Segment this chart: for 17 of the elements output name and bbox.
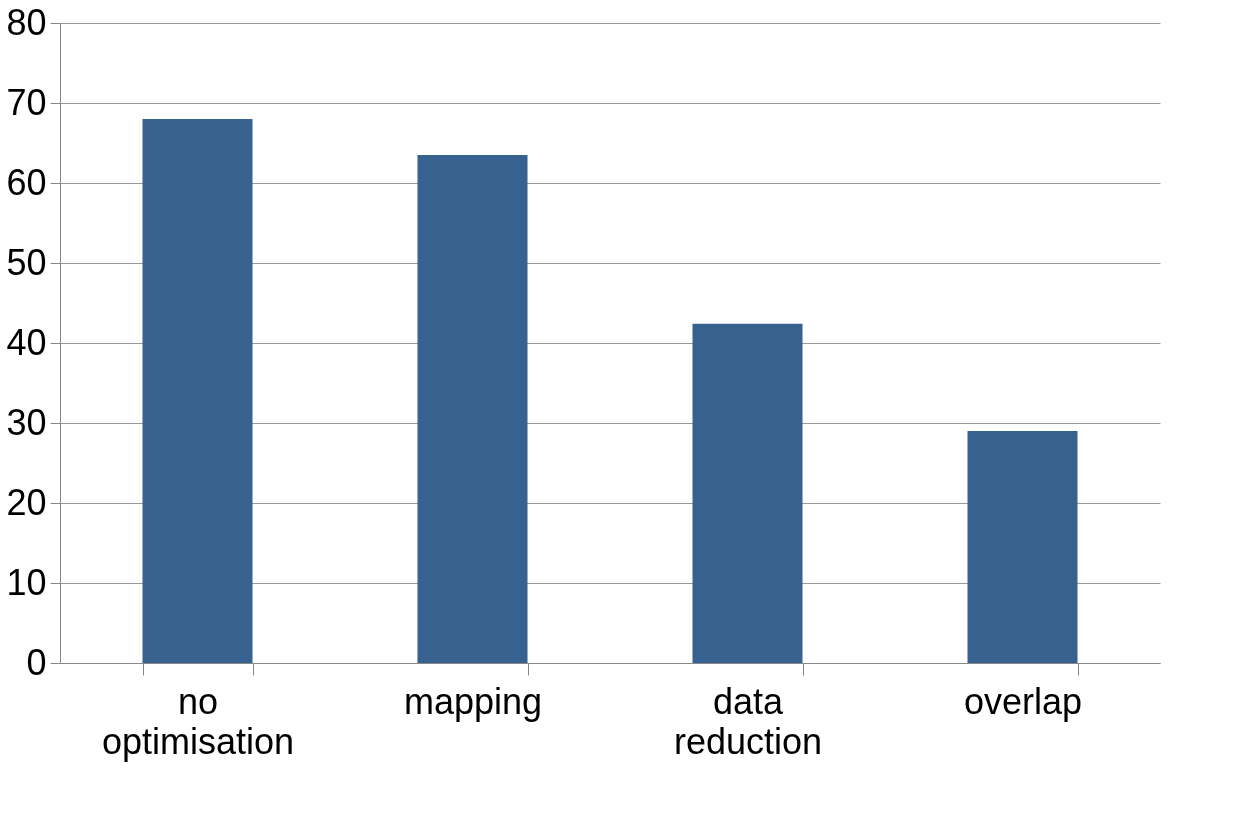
y-tick-label: 60: [6, 161, 47, 203]
y-tick-label: 40: [6, 321, 47, 363]
y-tick-label: 30: [6, 401, 47, 443]
bar: [692, 323, 803, 663]
y-tick-label: 0: [26, 641, 47, 683]
x-tick-label: data reduction: [673, 680, 823, 762]
bar: [417, 155, 528, 663]
x-tick-label: mapping: [403, 680, 543, 722]
x-tick-label: overlap: [963, 680, 1083, 722]
y-tick-label: 80: [6, 1, 47, 43]
bar: [967, 431, 1078, 663]
x-tick-label: no optimisation: [101, 680, 295, 762]
y-tick-label: 50: [6, 241, 47, 283]
bar: [142, 119, 253, 663]
y-tick-label: 70: [6, 81, 47, 123]
y-tick-label: 10: [6, 561, 47, 603]
y-tick-label: 20: [6, 481, 47, 523]
